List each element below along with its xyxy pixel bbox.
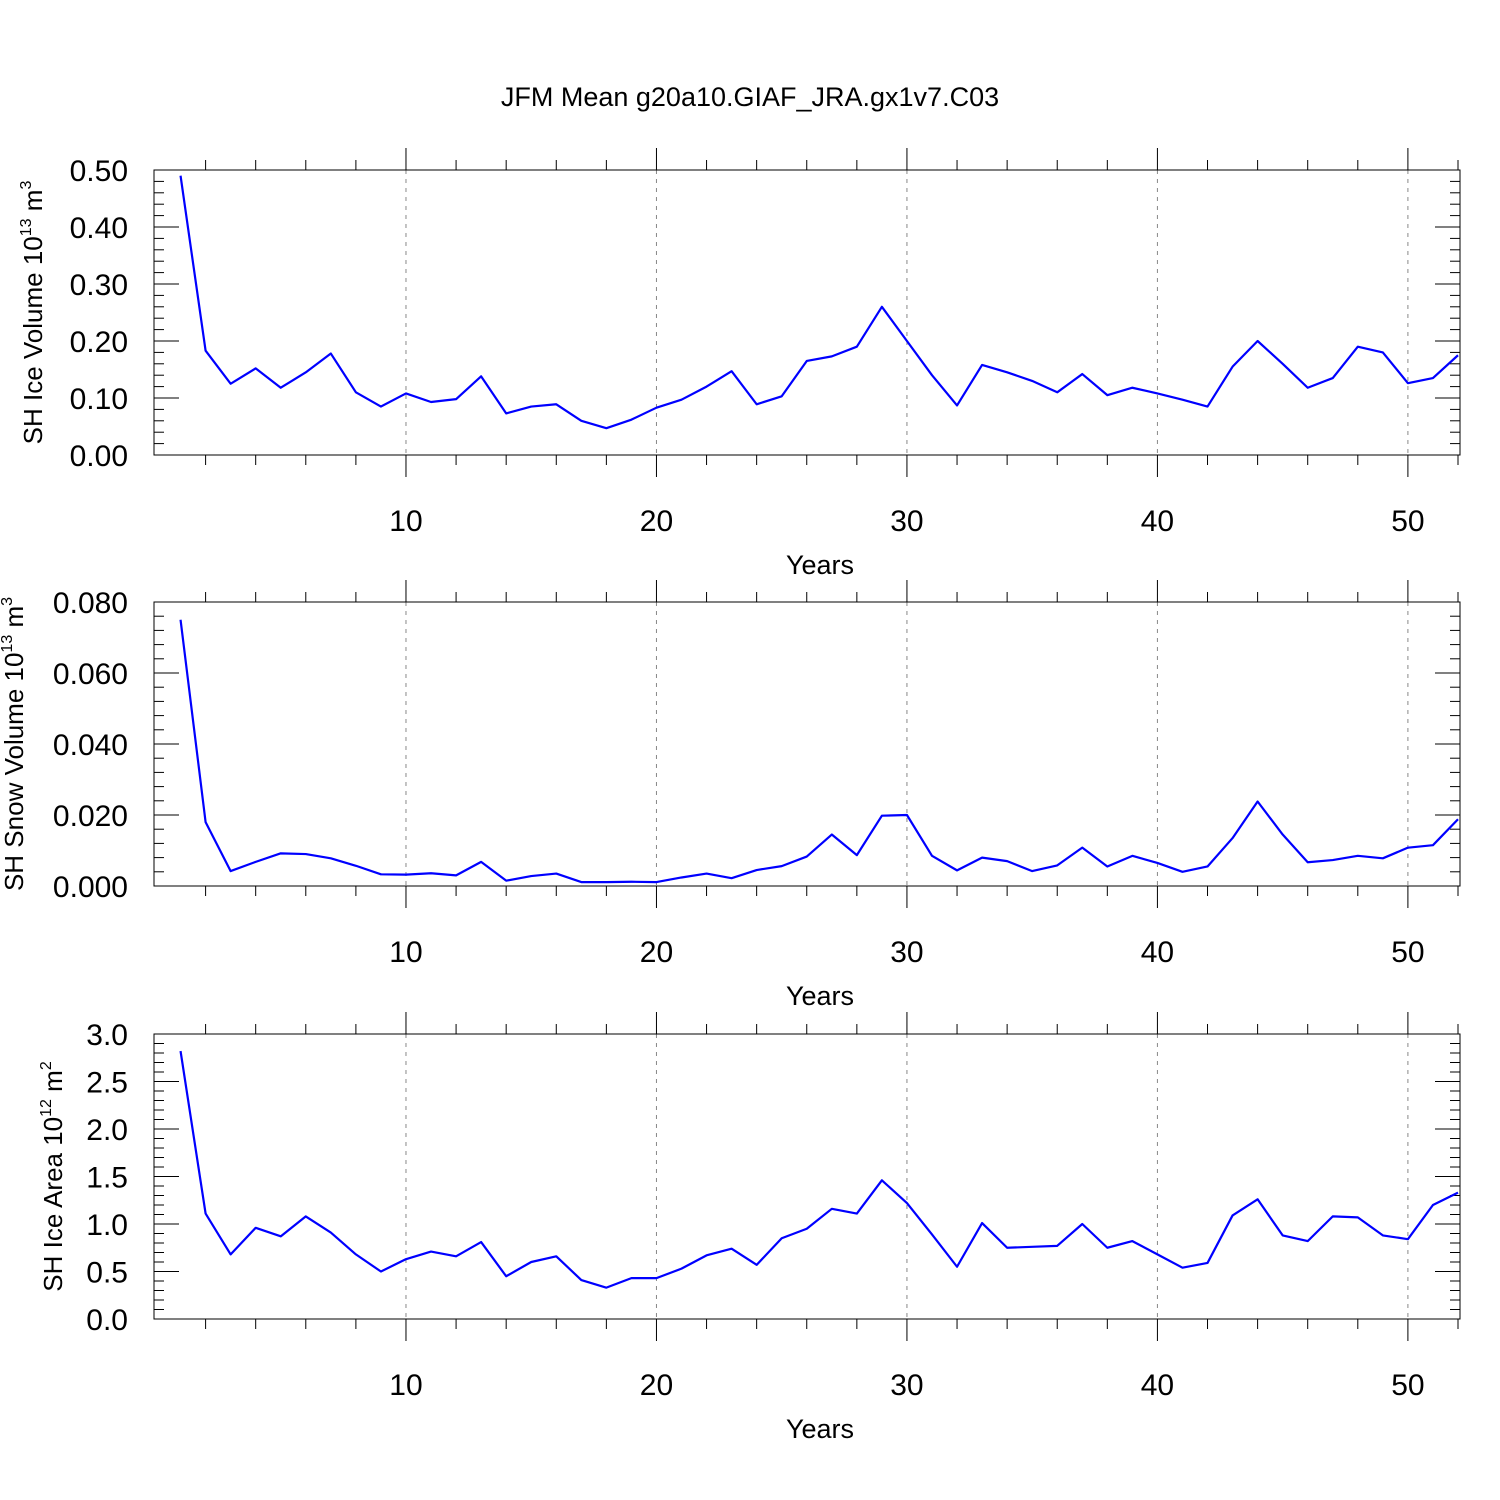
y-axis-label-exponent: 13 (0, 635, 16, 653)
x-tick-label: 40 (1141, 1369, 1174, 1402)
x-tick-label: 40 (1141, 505, 1174, 538)
chart-title: JFM Mean g20a10.GIAF_JRA.gx1v7.C03 (501, 82, 999, 112)
y-axis-label-exponent: 12 (38, 1099, 55, 1117)
x-tick-label: 20 (640, 505, 673, 538)
series-line (179, 1050, 1459, 1289)
y-tick-label: 1.5 (86, 1162, 128, 1195)
x-tick-label: 20 (640, 936, 673, 969)
y-tick-label: 0.060 (53, 658, 128, 691)
y-axis-label-exponent: 13 (18, 218, 35, 236)
y-tick-label: 0.40 (70, 212, 128, 245)
x-tick-label: 50 (1391, 1369, 1424, 1402)
panel-2: 10 20 30 40 50 0.000 0.020 0.040 0.060 0.080 Years… (0, 580, 1461, 1011)
y-tick-label: 0.0 (86, 1304, 128, 1337)
plot-frame (153, 1033, 1461, 1320)
y-axis-label-unit: m (18, 190, 48, 219)
series-line (179, 619, 1459, 884)
y-tick-label: 1.0 (86, 1209, 128, 1242)
x-tick-label: 50 (1391, 505, 1424, 538)
panel-3: 10 20 30 40 50 0.0 0.5 1.0 1.5 2.0 2.5 3.0 Years SH I… (38, 1012, 1461, 1444)
x-tick-label: 50 (1391, 936, 1424, 969)
y-axis-label-text: SH Ice Volume 10 (18, 236, 48, 444)
x-tick-label: 30 (890, 505, 923, 538)
x-tick-label: 10 (389, 1369, 422, 1402)
x-axis-label: Years (786, 1414, 854, 1444)
series-line (179, 175, 1459, 430)
y-tick-label: 0.50 (70, 155, 128, 188)
y-axis-label: SH Ice Volume 1013 m3 (18, 181, 48, 445)
y-tick-label: 0.30 (70, 269, 128, 302)
y-tick-label: 2.5 (86, 1067, 128, 1100)
y-tick-label: 0.00 (70, 440, 128, 473)
y-tick-label: 0.20 (70, 326, 128, 359)
y-axis-label-unit: m (38, 1070, 68, 1099)
y-axis-label-unit-exponent: 3 (18, 181, 35, 190)
y-axis-label: SH Snow Volume 1013 m3 (0, 597, 29, 891)
x-tick-label: 10 (389, 505, 422, 538)
y-tick-label: 0.020 (53, 800, 128, 833)
y-tick-label: 0.080 (53, 587, 128, 620)
y-axis-label-text: SH Snow Volume 10 (0, 653, 29, 891)
plot-frame (153, 169, 1461, 456)
x-tick-label: 20 (640, 1369, 673, 1402)
y-tick-label: 3.0 (86, 1019, 128, 1052)
x-axis-label: Years (786, 981, 854, 1011)
y-tick-label: 2.0 (86, 1114, 128, 1147)
y-tick-label: 0.5 (86, 1257, 128, 1290)
y-axis-label: SH Ice Area 1012 m2 (38, 1061, 68, 1292)
y-axis-label-unit: m (0, 606, 29, 635)
x-tick-label: 30 (890, 1369, 923, 1402)
y-axis-label-unit-exponent: 2 (38, 1061, 55, 1070)
y-tick-label: 0.10 (70, 383, 128, 416)
x-tick-label: 10 (389, 936, 422, 969)
panel-1: 10 20 30 40 50 0.00 0.10 0.20 0.30 0.40 0.50 Years S… (18, 148, 1461, 580)
y-axis-label-text: SH Ice Area 10 (38, 1117, 68, 1292)
y-tick-label: 0.000 (53, 871, 128, 904)
x-tick-label: 30 (890, 936, 923, 969)
x-tick-label: 40 (1141, 936, 1174, 969)
y-tick-label: 0.040 (53, 729, 128, 762)
y-axis-label-unit-exponent: 3 (0, 597, 16, 606)
plot-frame (153, 601, 1461, 887)
x-axis-label: Years (786, 550, 854, 580)
